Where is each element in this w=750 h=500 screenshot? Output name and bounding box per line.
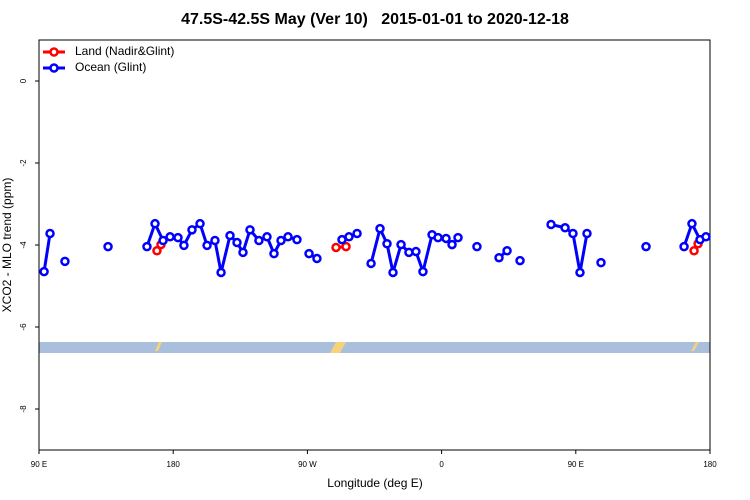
data-point — [165, 232, 175, 242]
data-point — [245, 225, 255, 235]
y-tick-label: -2 — [19, 159, 28, 167]
x-tick-label: 90 E — [568, 460, 584, 469]
data-point — [441, 233, 451, 244]
data-point — [216, 267, 226, 278]
data-point — [60, 256, 70, 267]
data-point — [276, 235, 286, 246]
legend-marker — [49, 47, 59, 57]
data-point — [331, 242, 341, 253]
data-point — [254, 235, 264, 246]
data-point — [225, 230, 235, 241]
data-point — [283, 232, 293, 242]
data-point — [546, 219, 556, 230]
data-point — [352, 228, 362, 239]
data-point — [418, 266, 428, 277]
x-tick-label: 180 — [167, 460, 181, 469]
data-point — [382, 239, 392, 249]
data-point — [701, 232, 711, 242]
data-point — [453, 232, 463, 243]
land-mask-band — [39, 342, 710, 353]
data-point — [687, 218, 697, 229]
data-point — [679, 241, 689, 252]
data-point — [232, 237, 242, 248]
legend-label: Land (Nadir&Glint) — [75, 44, 174, 58]
data-point — [411, 246, 421, 257]
y-tick-label: -8 — [19, 405, 28, 413]
data-point — [262, 232, 272, 242]
data-point — [433, 232, 443, 243]
data-point — [150, 218, 160, 229]
x-tick-label: 90 E — [31, 460, 47, 469]
data-point — [39, 266, 49, 277]
data-point — [238, 247, 248, 258]
data-point — [515, 255, 525, 266]
data-point — [187, 225, 197, 235]
data-point — [494, 252, 504, 263]
data-point — [103, 241, 113, 252]
x-axis-label: Longitude (deg E) — [327, 476, 422, 490]
data-point — [641, 241, 651, 252]
data-point — [582, 228, 592, 239]
data-point — [575, 267, 585, 278]
data-point — [375, 223, 385, 234]
data-point — [502, 245, 512, 256]
data-point — [152, 245, 162, 256]
data-point — [312, 253, 322, 264]
data-point — [269, 248, 279, 259]
y-tick-label: -4 — [19, 241, 28, 249]
data-point — [292, 234, 302, 245]
data-point — [396, 239, 406, 250]
x-tick-label: 0 — [439, 460, 444, 469]
land-mark — [330, 342, 346, 353]
y-tick-label: -6 — [19, 323, 28, 331]
land-mark — [691, 342, 699, 351]
data-point — [472, 241, 482, 252]
data-point — [173, 232, 183, 243]
data-point — [388, 267, 398, 278]
land-mark — [155, 342, 162, 351]
data-point — [366, 258, 376, 269]
chart-title: 47.5S-42.5S May (Ver 10) 2015-01-01 to 2… — [181, 11, 569, 28]
data-point — [568, 228, 578, 239]
data-point — [344, 232, 354, 242]
data-point — [179, 240, 189, 251]
y-tick-label: 0 — [19, 78, 28, 83]
data-point — [210, 235, 220, 246]
data-point — [596, 257, 606, 268]
data-point — [142, 241, 152, 252]
legend-label: Ocean (Glint) — [75, 60, 146, 74]
data-point — [45, 228, 55, 239]
data-point — [202, 240, 212, 251]
x-tick-label: 90 W — [298, 460, 317, 469]
data-point — [158, 235, 168, 246]
data-point — [447, 239, 457, 250]
data-point — [304, 248, 314, 259]
legend-marker — [49, 63, 59, 73]
data-point — [341, 241, 351, 252]
y-axis-label: XCO2 - MLO trend (ppm) — [0, 178, 14, 313]
data-point — [689, 245, 699, 256]
data-point — [195, 218, 205, 229]
data-point — [560, 223, 570, 233]
x-tick-label: 180 — [703, 460, 717, 469]
